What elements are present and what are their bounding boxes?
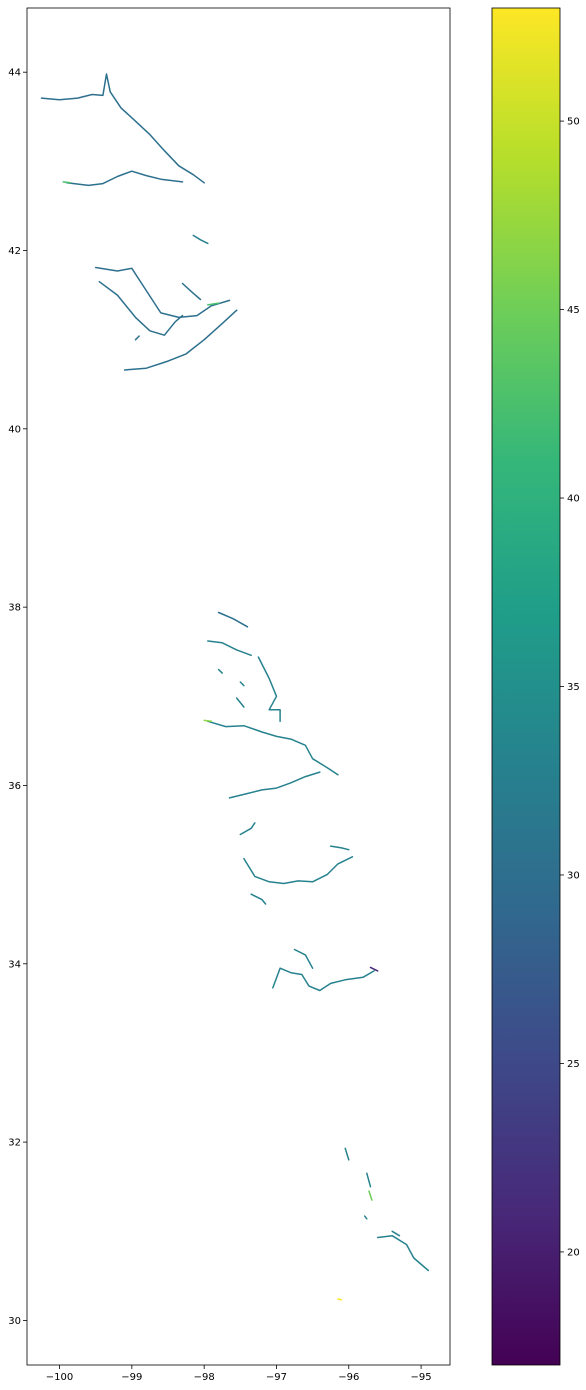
x-tick-label: −100 — [46, 1372, 73, 1383]
river-canadian-3 — [329, 845, 350, 851]
river-canadian-2 — [243, 856, 354, 885]
y-tick-label: 44 — [8, 68, 21, 79]
river-brazos-4 — [363, 1215, 368, 1220]
river-north-2-end — [62, 181, 72, 184]
x-tick-label: −99 — [121, 1372, 142, 1383]
river-red-1 — [272, 967, 375, 992]
colorbar-tick-label: 30 — [567, 870, 580, 881]
river-arkansas-2 — [257, 656, 281, 723]
river-brazos-1 — [344, 1147, 350, 1161]
colorbar-axis: 20 25 30 35 40 45 50 — [560, 117, 580, 1258]
x-tick-label: −96 — [338, 1372, 359, 1383]
colorbar — [492, 8, 560, 1365]
y-tick-label: 40 — [8, 424, 21, 435]
river-trinity-2 — [391, 1230, 401, 1237]
river-platte-1-end — [207, 302, 220, 306]
colorbar-tick-label: 45 — [567, 305, 580, 316]
river-platte-3 — [181, 282, 202, 301]
colorbar-tick-label: 25 — [567, 1059, 580, 1070]
x-tick-label: −97 — [266, 1372, 287, 1383]
river-segments — [40, 73, 430, 1301]
river-platte-4 — [123, 309, 238, 371]
colorbar-tick-label: 40 — [567, 494, 580, 505]
plot-frame — [26, 7, 451, 1366]
river-cimarron-2 — [228, 771, 321, 799]
river-north-1 — [40, 73, 205, 184]
river-arkansas-4 — [217, 668, 223, 674]
river-canadian-1 — [239, 822, 256, 836]
river-arkansas-3 — [235, 697, 245, 708]
x-tick-label: −98 — [194, 1372, 215, 1383]
river-red-3 — [369, 966, 379, 972]
river-cimarron-1 — [207, 720, 339, 776]
river-brazos-3 — [368, 1190, 373, 1201]
colorbar-tick-label: 20 — [567, 1247, 580, 1258]
y-tick-label: 34 — [8, 959, 21, 970]
river-kansas-1 — [217, 611, 249, 628]
y-tick-label: 42 — [8, 246, 21, 257]
river-platte-2 — [98, 280, 184, 336]
river-arkansas-5 — [239, 681, 245, 687]
river-north-2 — [66, 170, 184, 187]
river-red-2 — [293, 948, 314, 969]
river-brazos-2 — [366, 1172, 372, 1188]
y-tick-label: 32 — [8, 1138, 21, 1149]
river-cimarron-1-end — [203, 719, 213, 723]
y-tick-label: 30 — [8, 1316, 21, 1327]
river-arkansas-1 — [207, 640, 252, 657]
x-tick-label: −95 — [411, 1372, 432, 1383]
y-tick-label: 36 — [8, 781, 21, 792]
river-platte-1 — [94, 266, 231, 319]
colorbar-tick-label: 35 — [567, 682, 580, 693]
river-canadian-4 — [250, 893, 267, 905]
river-south-dot — [337, 1298, 343, 1301]
colorbar-tick-label: 50 — [567, 117, 580, 128]
plot-area — [27, 8, 450, 1365]
y-axis: 30 32 34 36 38 40 42 44 — [8, 68, 27, 1327]
x-axis: −100 −99 −98 −97 −96 −95 — [46, 1365, 432, 1383]
y-tick-label: 38 — [8, 603, 21, 614]
river-north-3 — [192, 234, 209, 245]
river-platte-5 — [134, 335, 140, 341]
river-trinity-1 — [376, 1234, 430, 1272]
